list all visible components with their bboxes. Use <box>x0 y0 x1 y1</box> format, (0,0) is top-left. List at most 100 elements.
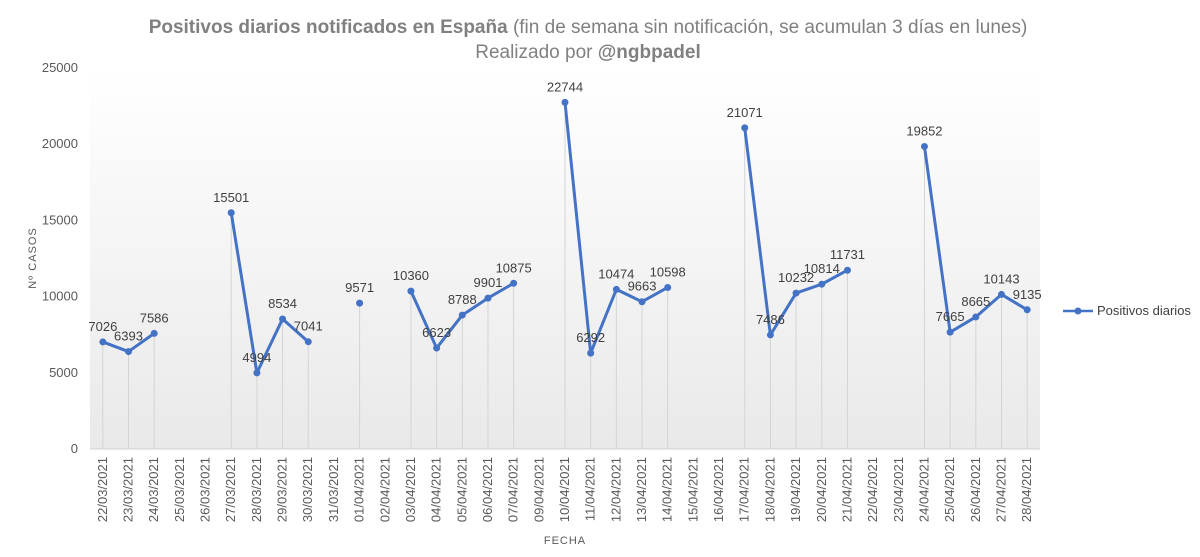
data-point <box>612 285 620 293</box>
drop-lines <box>102 102 1028 449</box>
data-label: 10232 <box>778 270 814 285</box>
x-tick-label: 17/04/2021 <box>737 457 752 522</box>
x-tick-label: 23/04/2021 <box>891 457 906 522</box>
data-point <box>920 142 928 150</box>
x-tick-label: 23/03/2021 <box>121 457 136 522</box>
data-point <box>997 290 1005 298</box>
data-point <box>304 338 312 346</box>
data-label: 10814 <box>804 261 840 276</box>
x-tick-label: 14/04/2021 <box>660 457 675 522</box>
data-label: 15501 <box>213 190 249 205</box>
data-label: 9663 <box>628 279 657 294</box>
x-tick-label: 31/03/2021 <box>326 457 341 522</box>
x-tick-label: 11/04/2021 <box>583 457 598 521</box>
data-label: 10474 <box>598 266 634 281</box>
data-point <box>458 311 466 319</box>
y-tick-label: 15000 <box>42 212 78 227</box>
x-tick-label: 01/04/2021 <box>352 457 367 522</box>
data-point <box>946 328 954 336</box>
data-label: 7026 <box>88 319 117 334</box>
data-point <box>972 313 980 321</box>
x-tick-label: 10/04/2021 <box>557 457 572 522</box>
x-tick-label: 16/04/2021 <box>711 457 726 522</box>
data-label: 6393 <box>114 329 143 344</box>
y-axis-title: Nº CASOS <box>27 227 39 289</box>
x-tick-label: 29/03/2021 <box>275 457 290 522</box>
data-label: 8665 <box>961 294 990 309</box>
subtitle-handle: @ngbpadel <box>598 42 701 63</box>
data-point <box>587 349 595 357</box>
x-tick-label: 05/04/2021 <box>454 457 469 522</box>
data-label: 6292 <box>576 330 605 345</box>
x-tick-label: 04/04/2021 <box>429 457 444 522</box>
data-point <box>407 287 415 295</box>
x-tick-label: 25/03/2021 <box>172 457 187 522</box>
data-point <box>150 329 158 337</box>
data-point <box>253 369 261 377</box>
x-tick-label: 02/04/2021 <box>377 457 392 522</box>
chart-title: Positivos diarios notificados en España … <box>149 17 1028 38</box>
y-tick-label: 25000 <box>42 60 78 75</box>
x-tick-label: 27/04/2021 <box>993 457 1008 522</box>
x-tick-label: 26/04/2021 <box>968 457 983 522</box>
legend: Positivos diarios <box>1063 303 1191 318</box>
data-label: 9571 <box>345 280 374 295</box>
x-tick-label: 09/04/2021 <box>531 457 546 522</box>
y-tick-label: 0 <box>71 441 78 456</box>
x-tick-label: 25/04/2021 <box>942 457 957 522</box>
x-tick-label: 22/03/2021 <box>95 457 110 522</box>
legend-label: Positivos diarios <box>1097 303 1191 318</box>
data-point <box>99 338 107 346</box>
y-tick-label: 10000 <box>42 289 78 304</box>
data-point <box>356 299 364 307</box>
x-tick-label: 19/04/2021 <box>788 457 803 522</box>
series-points <box>99 98 1031 377</box>
x-tick-label: 30/03/2021 <box>300 457 315 522</box>
x-tick-label: 18/04/2021 <box>762 457 777 522</box>
y-axis-ticks: 0 5000 10000 15000 20000 25000 <box>42 60 78 456</box>
data-label: 9901 <box>474 275 503 290</box>
x-tick-label: 28/03/2021 <box>249 457 264 522</box>
x-tick-label: 21/04/2021 <box>839 457 854 522</box>
chart-title-bold: Positivos diarios notificados en España <box>149 17 508 38</box>
x-tick-label: 12/04/2021 <box>608 457 623 522</box>
data-label: 9135 <box>1013 287 1042 302</box>
data-label: 8788 <box>448 292 477 307</box>
x-tick-label: 15/04/2021 <box>685 457 700 522</box>
data-label: 7665 <box>936 309 965 324</box>
data-label: 10360 <box>393 268 429 283</box>
x-tick-label: 03/04/2021 <box>403 457 418 522</box>
chart-title-rest: (fin de semana sin notificación, se acum… <box>508 17 1028 38</box>
x-tick-label: 28/04/2021 <box>1019 457 1034 522</box>
data-point <box>510 279 518 287</box>
legend-marker <box>1074 307 1082 315</box>
chart-subtitle: Realizado por @ngbpadel <box>475 42 701 63</box>
data-label: 7586 <box>140 310 169 325</box>
data-label: 19852 <box>906 123 942 138</box>
x-tick-label: 26/03/2021 <box>198 457 213 522</box>
x-tick-label: 06/04/2021 <box>480 457 495 522</box>
data-point <box>741 124 749 132</box>
data-point <box>843 266 851 274</box>
data-label: 10143 <box>983 271 1019 286</box>
data-label: 10875 <box>496 260 532 275</box>
data-label: 8534 <box>268 296 297 311</box>
data-point <box>1023 306 1031 314</box>
data-label: 10598 <box>650 264 686 279</box>
data-point <box>125 348 133 356</box>
data-point <box>227 209 235 217</box>
x-tick-label: 20/04/2021 <box>814 457 829 522</box>
data-point <box>484 294 492 302</box>
series-line <box>229 212 310 375</box>
data-label: 6623 <box>422 325 451 340</box>
y-tick-label: 5000 <box>49 365 78 380</box>
data-point <box>766 331 774 339</box>
x-tick-label: 24/03/2021 <box>146 457 161 522</box>
data-label: 7486 <box>756 312 785 327</box>
data-point <box>561 98 569 106</box>
data-point <box>279 315 287 323</box>
data-point <box>638 298 646 306</box>
x-axis-ticks: 22/03/2021 23/03/2021 24/03/2021 25/03/2021… <box>95 457 1034 522</box>
